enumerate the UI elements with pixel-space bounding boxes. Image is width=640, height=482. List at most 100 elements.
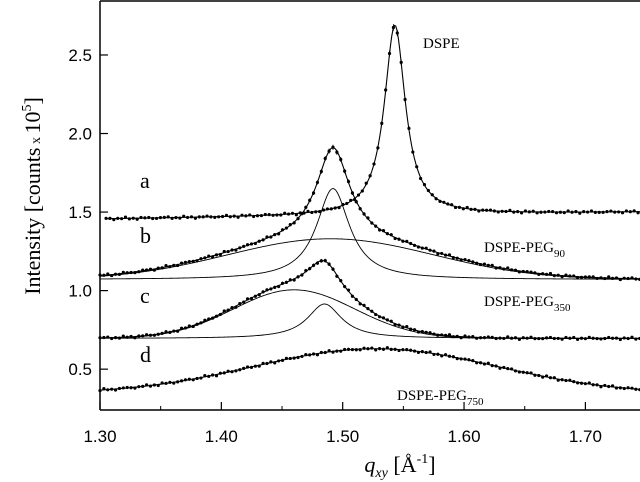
- data-point: [306, 209, 310, 213]
- data-point: [151, 216, 155, 221]
- data-point: [618, 386, 622, 390]
- data-point: [238, 302, 242, 306]
- data-point: [471, 334, 475, 339]
- data-point: [339, 349, 343, 353]
- data-point: [389, 319, 393, 323]
- data-point: [154, 216, 159, 221]
- data-point: [106, 272, 110, 276]
- data-point: [579, 381, 584, 385]
- data-point: [249, 296, 254, 301]
- data-point: [158, 216, 163, 220]
- data-point: [218, 252, 222, 257]
- data-point: [203, 256, 207, 260]
- data-point: [372, 162, 376, 166]
- data-point: [447, 354, 452, 358]
- data-point: [517, 337, 521, 341]
- data-point: [368, 174, 372, 178]
- data-point: [564, 378, 568, 383]
- data-point: [552, 273, 556, 278]
- data-point: [110, 387, 114, 391]
- data-point: [362, 303, 366, 307]
- data-point: [411, 150, 415, 154]
- data-point: [102, 273, 106, 277]
- data-point: [125, 271, 129, 275]
- data-point: [478, 336, 483, 340]
- data-point: [595, 276, 599, 281]
- data-point: [481, 208, 485, 212]
- data-point: [471, 260, 475, 264]
- data-point: [475, 336, 479, 340]
- data-point: [187, 377, 191, 381]
- data-point: [346, 179, 351, 184]
- data-point: [424, 350, 428, 355]
- data-point: [595, 383, 599, 387]
- data-point: [512, 210, 516, 214]
- data-point: [560, 378, 564, 382]
- data-point: [467, 358, 471, 362]
- data-point: [261, 361, 265, 366]
- data-point: [143, 216, 147, 220]
- data-point: [583, 382, 587, 386]
- data-point: [183, 260, 188, 265]
- data-point: [156, 266, 160, 270]
- data-point: [265, 361, 269, 366]
- data-point: [576, 337, 580, 342]
- data-point: [207, 254, 211, 258]
- data-point: [203, 318, 207, 322]
- data-point: [362, 212, 366, 216]
- data-point: [242, 300, 246, 304]
- data-point: [465, 205, 469, 210]
- data-point: [617, 210, 621, 214]
- data-point: [525, 371, 529, 375]
- data-point: [245, 243, 250, 247]
- data-point: [252, 214, 256, 219]
- data-point: [280, 358, 285, 362]
- data-point: [455, 334, 459, 338]
- data-point: [234, 305, 238, 309]
- data-point: [401, 348, 405, 352]
- data-point: [607, 384, 611, 389]
- data-point: [570, 210, 574, 214]
- data-point: [147, 215, 151, 220]
- data-point: [152, 333, 156, 337]
- data-point: [599, 337, 603, 341]
- data-point: [556, 273, 560, 277]
- data-point: [331, 350, 335, 354]
- data-point: [345, 201, 349, 206]
- data-point: [273, 361, 277, 365]
- data-point: [416, 245, 421, 249]
- data-point: [277, 284, 281, 289]
- data-point: [195, 322, 199, 326]
- data-point: [544, 374, 549, 378]
- data-point: [362, 346, 366, 350]
- data-point: [482, 262, 487, 266]
- data-point: [576, 381, 580, 385]
- data-point: [477, 209, 481, 213]
- data-point: [393, 236, 397, 241]
- data-point: [485, 208, 489, 212]
- data-point: [548, 271, 553, 276]
- data-point: [401, 325, 405, 329]
- data-point: [510, 268, 514, 272]
- data-point: [335, 274, 339, 278]
- data-point: [224, 213, 229, 217]
- data-point: [300, 212, 304, 216]
- data-point: [593, 210, 597, 214]
- data-point: [618, 277, 622, 282]
- data-point: [506, 335, 510, 339]
- data-point: [405, 348, 409, 352]
- data-point: [249, 365, 254, 369]
- data-point: [630, 276, 634, 280]
- data-point: [428, 350, 432, 354]
- data-point: [127, 217, 131, 221]
- data-point: [541, 272, 545, 276]
- data-point: [618, 337, 622, 342]
- data-point: [245, 365, 250, 369]
- data-point: [339, 279, 343, 283]
- data-point: [432, 352, 436, 357]
- data-point: [572, 335, 576, 340]
- data-point: [385, 318, 389, 322]
- data-point: [160, 266, 164, 270]
- data-point: [498, 366, 502, 370]
- x-tick-label: 1.70: [569, 427, 602, 446]
